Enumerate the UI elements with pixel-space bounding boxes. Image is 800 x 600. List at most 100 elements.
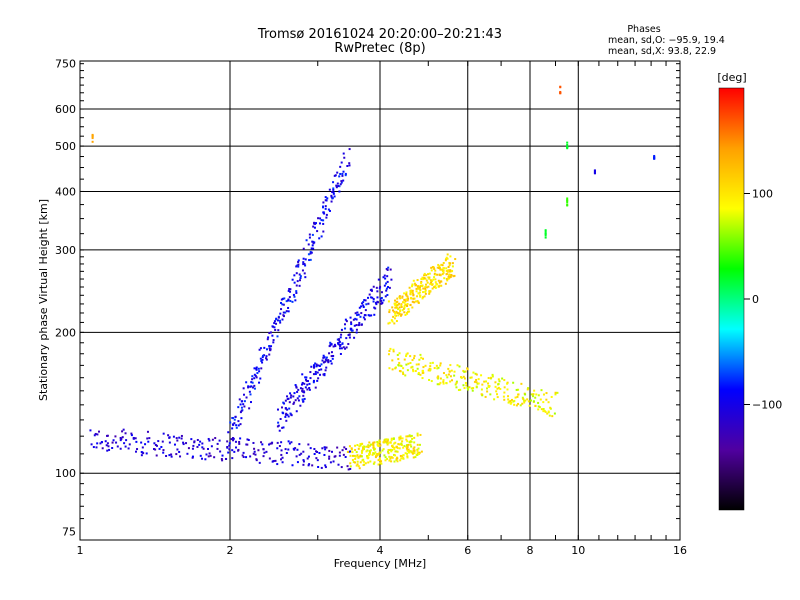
data-point [402, 367, 405, 370]
data-point [514, 396, 517, 399]
data-point [106, 449, 109, 452]
data-point [427, 276, 430, 279]
data-point [398, 447, 401, 450]
data-point [329, 341, 332, 344]
data-point [168, 436, 171, 439]
data-point [349, 327, 352, 330]
data-point [160, 445, 163, 448]
data-point [310, 365, 313, 368]
data-point [434, 273, 437, 276]
data-point [411, 306, 414, 309]
data-point [391, 446, 394, 449]
data-point [294, 447, 297, 450]
data-point [293, 281, 296, 284]
data-point [392, 438, 395, 441]
data-point [247, 439, 250, 442]
data-point [199, 454, 202, 457]
data-point [292, 293, 295, 296]
data-point [299, 275, 302, 278]
data-point [247, 385, 250, 388]
data-point [280, 406, 283, 409]
data-point [96, 442, 99, 445]
data-point [455, 380, 458, 383]
data-point [350, 448, 353, 451]
data-point [544, 233, 547, 236]
data-point [544, 234, 547, 237]
data-point [376, 296, 379, 299]
y-tick-label: 500 [55, 140, 76, 153]
data-point [91, 135, 94, 138]
data-point [249, 401, 252, 404]
data-point [448, 264, 451, 267]
data-point [438, 383, 441, 386]
data-point [409, 292, 412, 295]
data-point [239, 403, 242, 406]
data-point [409, 443, 412, 446]
data-point [303, 263, 306, 266]
data-point [256, 372, 259, 375]
data-point [311, 244, 314, 247]
data-point [367, 446, 370, 449]
data-point [377, 459, 380, 462]
data-point [367, 461, 370, 464]
data-point [507, 398, 510, 401]
data-point [314, 373, 317, 376]
data-point [405, 447, 408, 450]
data-point [266, 338, 269, 341]
data-point [416, 432, 419, 435]
data-point [455, 381, 458, 384]
data-point [386, 294, 389, 297]
data-point [416, 448, 419, 451]
data-point [452, 275, 455, 278]
data-point [380, 296, 383, 299]
data-point [325, 366, 328, 369]
data-point [426, 286, 429, 289]
data-point [416, 295, 419, 298]
data-point [422, 287, 425, 290]
data-point [282, 303, 285, 306]
data-point [268, 347, 271, 350]
data-point [348, 162, 351, 165]
data-point [405, 312, 408, 315]
data-point [462, 375, 465, 378]
data-point [324, 205, 327, 208]
data-point [229, 421, 232, 424]
data-point [321, 447, 324, 450]
data-point [157, 440, 160, 443]
data-point [334, 455, 337, 458]
data-point [413, 446, 416, 449]
data-point [434, 281, 437, 284]
data-point [399, 310, 402, 313]
data-point [289, 290, 292, 293]
data-point [287, 310, 290, 313]
data-point [193, 440, 196, 443]
data-point [410, 366, 413, 369]
data-point [296, 397, 299, 400]
data-point [407, 443, 410, 446]
data-point [431, 280, 434, 283]
data-point [403, 298, 406, 301]
data-point [302, 463, 305, 466]
data-point [442, 267, 445, 270]
data-point [263, 354, 266, 357]
data-point [297, 265, 300, 268]
data-point [106, 434, 109, 437]
data-point [384, 459, 387, 462]
data-point [282, 314, 285, 317]
data-point [362, 447, 365, 450]
data-point [191, 455, 194, 458]
data-point [527, 387, 530, 390]
data-point [414, 284, 417, 287]
data-point [201, 446, 204, 449]
data-point [446, 270, 449, 273]
data-point [542, 401, 545, 404]
data-point [414, 456, 417, 459]
data-point [374, 456, 377, 459]
data-point [192, 444, 195, 447]
data-point [411, 285, 414, 288]
data-point [458, 365, 461, 368]
data-point [544, 410, 547, 413]
data-point [384, 277, 387, 280]
data-point [417, 363, 420, 366]
data-point [372, 298, 375, 301]
